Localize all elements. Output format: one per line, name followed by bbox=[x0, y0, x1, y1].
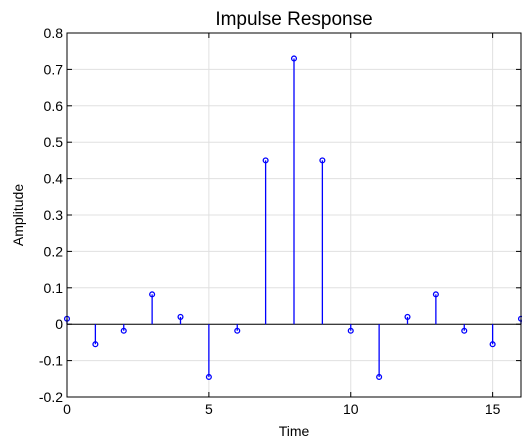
y-axis-ticks: -0.2 -0.1 0 0.1 0.2 0.3 0.4 0.5 0.6 0.7 0.8 bbox=[39, 25, 521, 405]
y-tick-label: 0 bbox=[55, 316, 63, 332]
stem-marker bbox=[432, 291, 439, 298]
y-tick-label: 0.1 bbox=[44, 280, 64, 296]
stem-marker bbox=[234, 327, 241, 334]
y-tick-label: -0.2 bbox=[39, 389, 63, 405]
x-axis-label: Time bbox=[279, 423, 310, 439]
stem-marker bbox=[461, 327, 468, 334]
x-tick-label: 0 bbox=[63, 401, 71, 417]
stem-series bbox=[63, 55, 522, 381]
stem-marker bbox=[262, 157, 269, 164]
stem-marker bbox=[92, 341, 99, 348]
stem-marker bbox=[149, 291, 156, 298]
y-axis-label: Amplitude bbox=[10, 184, 26, 246]
x-tick-label: 5 bbox=[205, 401, 213, 417]
x-tick-label: 10 bbox=[343, 401, 359, 417]
y-tick-label: 0.8 bbox=[44, 25, 64, 41]
y-tick-label: 0.2 bbox=[44, 243, 64, 259]
y-tick-label: 0.6 bbox=[44, 98, 64, 114]
stem-marker bbox=[205, 373, 212, 381]
chart-title: Impulse Response bbox=[215, 9, 372, 30]
stem-marker bbox=[404, 313, 411, 320]
stem-marker bbox=[376, 373, 383, 381]
y-tick-label: 0.4 bbox=[44, 171, 64, 187]
x-axis-ticks: 0 5 10 15 bbox=[63, 33, 501, 417]
y-tick-label: 0.5 bbox=[44, 134, 64, 150]
stem-marker bbox=[177, 313, 184, 320]
x-tick-label: 15 bbox=[485, 401, 501, 417]
y-tick-label: 0.3 bbox=[44, 207, 64, 223]
y-tick-label: 0.7 bbox=[44, 61, 64, 77]
stem-marker bbox=[319, 157, 326, 164]
stem-marker bbox=[290, 55, 298, 62]
stem-marker bbox=[120, 327, 127, 334]
stem-marker bbox=[347, 327, 354, 334]
stem-marker bbox=[489, 341, 496, 348]
y-tick-label: -0.1 bbox=[39, 353, 63, 369]
